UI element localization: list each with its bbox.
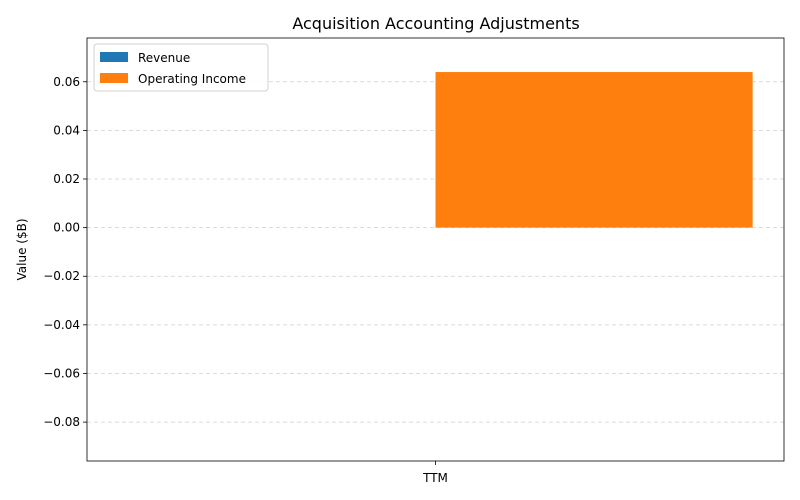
y-tick-label: 0.00 (53, 221, 80, 235)
bars (435, 72, 753, 228)
x-tick-label: TTM (422, 471, 448, 485)
y-tick-label: 0.02 (53, 172, 80, 186)
y-tick-label: 0.04 (53, 123, 80, 137)
x-axis-ticks: TTM (422, 461, 448, 485)
y-tick-label: −0.08 (43, 415, 80, 429)
legend-entry: Revenue (138, 51, 190, 65)
legend-swatch (100, 52, 128, 62)
y-tick-label: −0.04 (43, 318, 80, 332)
legend-box (93, 43, 269, 92)
legend-swatch (100, 73, 128, 83)
y-tick-label: −0.06 (43, 366, 80, 380)
legend-entry: Operating Income (138, 72, 246, 86)
chart-title: Acquisition Accounting Adjustments (292, 14, 579, 33)
y-axis-label: Value ($B) (15, 219, 29, 281)
y-tick-label: −0.02 (43, 269, 80, 283)
legend: Revenue Operating Income (93, 43, 269, 92)
y-axis-ticks: −0.08 −0.06 −0.04 −0.02 0.00 0.02 0.04 0.06 (43, 75, 87, 429)
bar-operating-income (435, 72, 753, 228)
y-tick-label: 0.06 (53, 75, 80, 89)
